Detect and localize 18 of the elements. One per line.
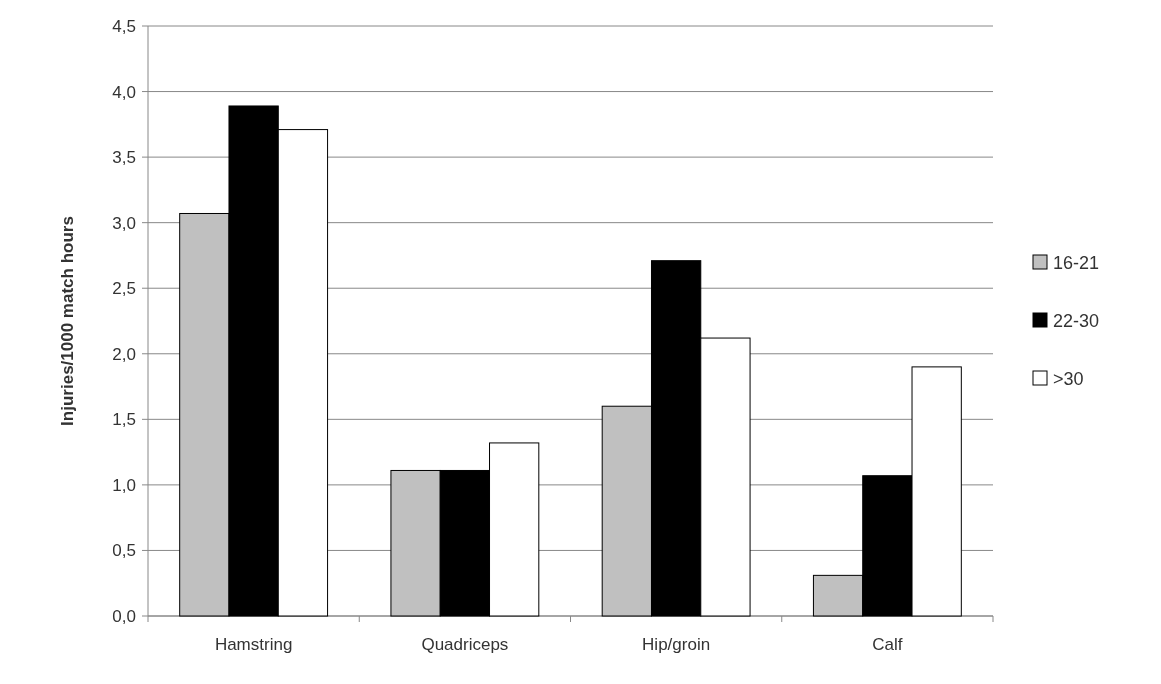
y-tick-label: 1,5: [112, 410, 136, 430]
x-tick-label: Hip/groin: [642, 635, 711, 654]
y-tick-label: 0,0: [112, 606, 136, 626]
x-tick-label: Hamstring: [214, 635, 293, 654]
y-tick-label: 2,5: [112, 279, 136, 299]
y-tick-label: 0,5: [112, 541, 136, 561]
y-tick-label: 3,0: [112, 213, 136, 233]
y-axis-title: Injuries/1000 match hours: [58, 216, 77, 426]
x-tick-label: Quadriceps: [421, 635, 509, 654]
y-tick-label: 4,0: [112, 82, 136, 102]
x-tick-label: Calf: [872, 635, 903, 654]
legend-label: 16-21: [1053, 253, 1100, 274]
y-tick-label: 2,0: [112, 344, 136, 364]
legend-label: >30: [1053, 369, 1084, 390]
y-tick-label: 3,5: [112, 148, 136, 168]
y-tick-label: 1,0: [112, 475, 136, 495]
legend-label: 22-30: [1053, 311, 1100, 332]
y-tick-label: 4,5: [112, 16, 136, 36]
